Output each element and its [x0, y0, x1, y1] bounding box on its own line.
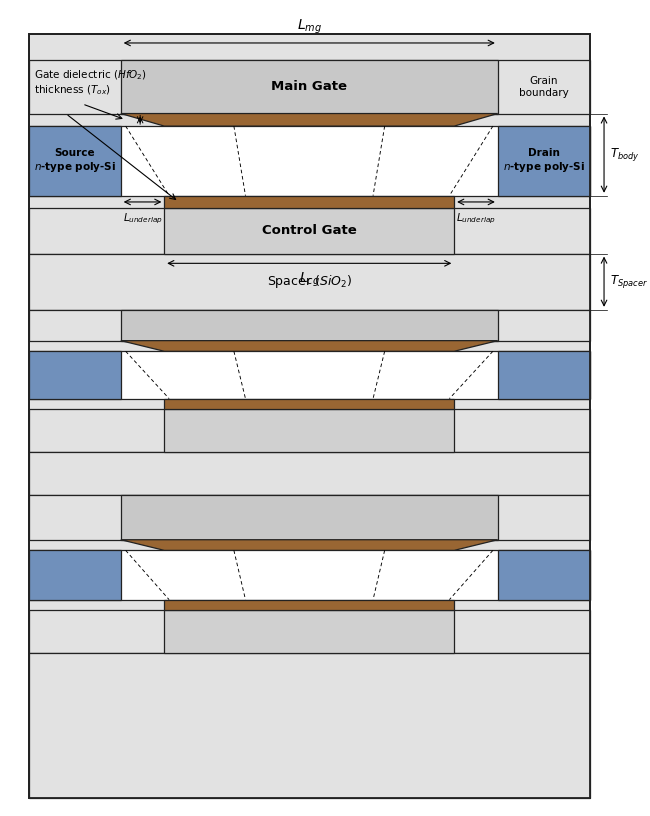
Bar — [29, 351, 121, 399]
Bar — [29, 60, 590, 113]
Text: Control Gate: Control Gate — [262, 224, 357, 237]
Bar — [498, 126, 590, 196]
Text: Main Gate: Main Gate — [271, 81, 347, 94]
Bar — [29, 495, 590, 539]
Bar — [121, 60, 498, 113]
Bar — [164, 610, 454, 653]
Text: Spacer ($SiO_2$): Spacer ($SiO_2$) — [266, 273, 352, 290]
Bar — [29, 550, 590, 600]
Text: $T_{body}$: $T_{body}$ — [610, 146, 640, 163]
Text: Drain
$n$-type poly-Si: Drain $n$-type poly-Si — [502, 148, 585, 174]
Text: $L_{underlap}$: $L_{underlap}$ — [123, 211, 162, 226]
Bar — [29, 653, 590, 798]
Polygon shape — [121, 539, 498, 550]
Polygon shape — [121, 113, 498, 126]
Text: $T_{Spacer}$: $T_{Spacer}$ — [610, 273, 648, 290]
Bar — [29, 208, 590, 254]
Bar — [29, 34, 590, 798]
Bar — [498, 351, 590, 399]
Bar — [164, 196, 454, 208]
Bar — [29, 550, 121, 600]
Bar — [29, 452, 590, 495]
Text: $L_{underlap}$: $L_{underlap}$ — [456, 211, 496, 226]
Bar — [29, 126, 121, 196]
Bar — [29, 254, 590, 310]
Bar — [29, 126, 590, 196]
Bar — [29, 310, 590, 340]
Bar — [164, 600, 454, 610]
Bar — [29, 34, 590, 798]
Bar — [29, 351, 590, 399]
Text: Source
$n$-type poly-Si: Source $n$-type poly-Si — [34, 148, 116, 174]
Text: $L_{cg}$: $L_{cg}$ — [299, 271, 320, 290]
Text: Grain
boundary: Grain boundary — [519, 76, 569, 98]
Bar — [164, 208, 454, 254]
Bar — [121, 495, 498, 539]
Bar — [29, 410, 590, 452]
Bar — [29, 610, 590, 653]
Bar — [121, 310, 498, 340]
Text: Gate dielectric ($HfO_2$)
thickness ($T_{ox}$): Gate dielectric ($HfO_2$) thickness ($T_… — [34, 68, 147, 97]
Bar — [498, 550, 590, 600]
Bar — [164, 410, 454, 452]
Polygon shape — [121, 340, 498, 351]
Bar — [164, 399, 454, 410]
Text: $L_{mg}$: $L_{mg}$ — [297, 18, 322, 36]
